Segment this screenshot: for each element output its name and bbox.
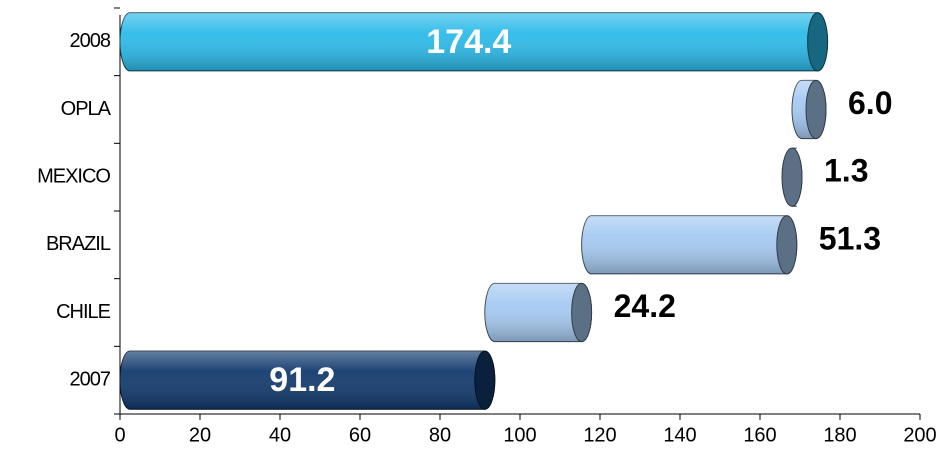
value-label: 6.0 [848, 85, 892, 121]
y-tick-label: 2008 [70, 30, 111, 52]
bar-cap [781, 147, 803, 207]
y-tick-label: OPLA [61, 98, 112, 120]
value-label: 174.4 [426, 23, 511, 61]
x-tick-label: 0 [114, 424, 125, 446]
value-label: 91.2 [269, 361, 335, 399]
bar-shine [120, 12, 828, 71]
y-tick-label: MEXICO [37, 165, 110, 187]
x-tick-label: 100 [503, 424, 536, 446]
bar-shine [484, 283, 592, 342]
value-label: 51.3 [819, 220, 881, 256]
bar-shine [581, 215, 797, 274]
value-label: 1.3 [824, 153, 868, 189]
x-tick-label: 160 [743, 424, 776, 446]
x-tick-label: 120 [583, 424, 616, 446]
bar-cap [776, 215, 798, 275]
x-tick-label: 40 [269, 424, 291, 446]
y-tick-label: CHILE [56, 301, 111, 323]
x-tick-label: 60 [349, 424, 371, 446]
bar-cap [807, 12, 829, 72]
value-label: 24.2 [614, 288, 676, 324]
bar-cap [474, 350, 496, 410]
y-tick-label: 2007 [70, 368, 111, 390]
bar-cap [805, 79, 827, 140]
y-tick-label: BRAZIL [46, 233, 111, 255]
bar-shine [120, 351, 495, 410]
bar-cap [571, 282, 593, 343]
x-tick-label: 80 [429, 424, 451, 446]
x-tick-label: 200 [903, 424, 936, 446]
x-tick-label: 20 [189, 424, 211, 446]
x-tick-label: 140 [663, 424, 696, 446]
x-tick-label: 180 [823, 424, 856, 446]
